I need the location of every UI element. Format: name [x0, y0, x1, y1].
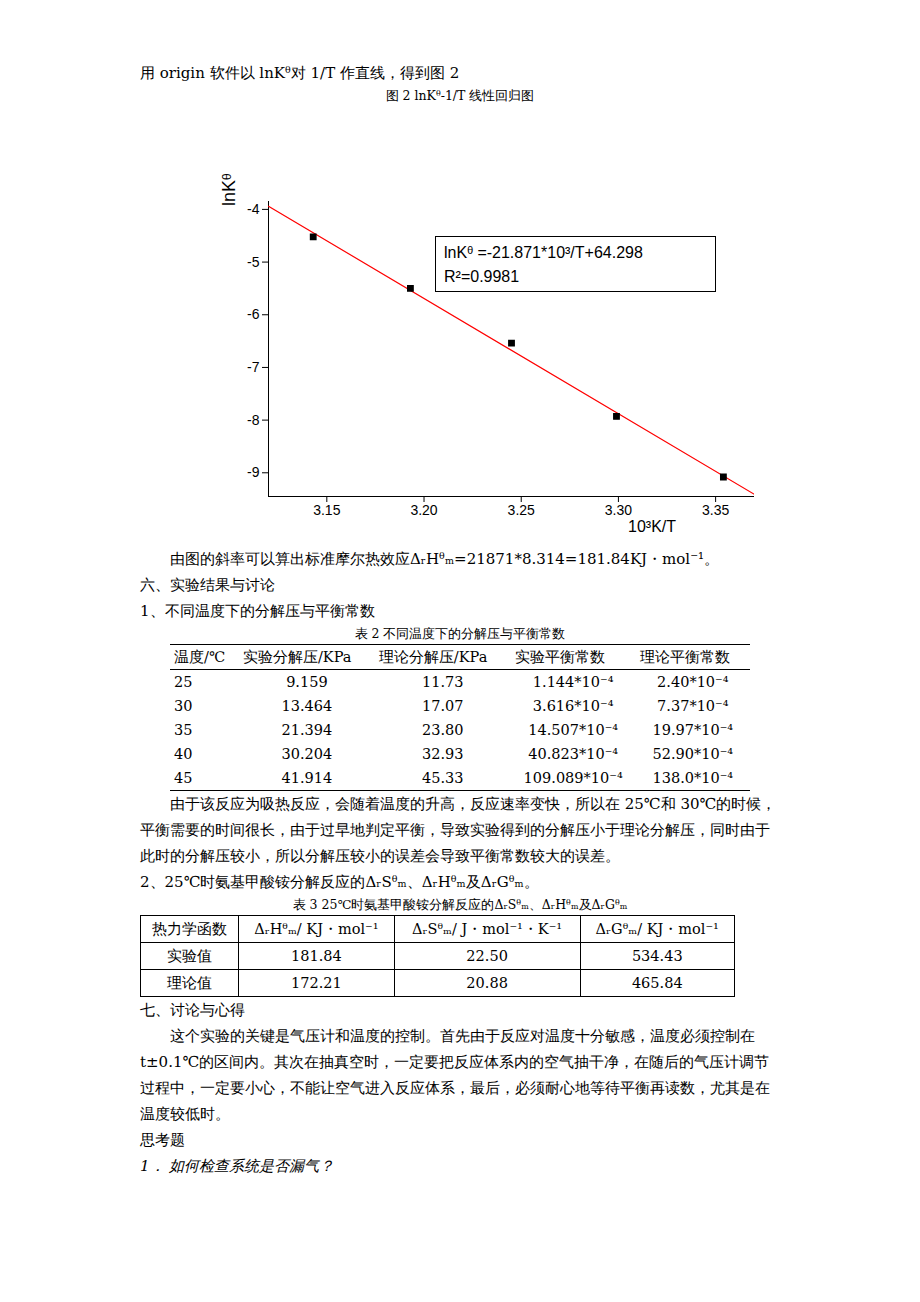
html-text:35: 35	[174, 722, 193, 738]
html-text:1、不同温度下的分解压与平衡常数: 1、不同温度下的分解压与平衡常数	[140, 602, 375, 620]
html-text:45: 45	[174, 770, 193, 786]
html-text:实验值: 实验值	[167, 948, 212, 964]
html-text:实验分解压/KPa: 实验分解压/KPa	[243, 649, 352, 665]
svg-text:3.25: 3.25	[508, 502, 535, 518]
html-text:40: 40	[174, 746, 193, 762]
html-text:由于该反应为吸热反应，会随着温度的升高，反应速率变快，所以在: 由于该反应为吸热反应，会随着温度的升高，反应速率变快，所以在 25℃和 30℃的…	[140, 795, 777, 865]
svg-text:-5: -5	[247, 254, 260, 270]
html-text:17.07: 17.07	[422, 698, 464, 714]
html-text:图 2 lnKᶿ-1/T 线性回归图: 图 2 lnKᶿ-1/T 线性回归图	[385, 88, 535, 103]
html-text:3.616*10⁻⁴: 3.616*10⁻⁴	[532, 698, 614, 714]
html-text:14.507*10⁻⁴: 14.507*10⁻⁴	[528, 722, 619, 738]
html-text:181.84: 181.84	[291, 948, 342, 964]
html-text:用 origin 软件以 lnKᶿ对 1/T 作直线，得到图: 用 origin 软件以 lnKᶿ对 1/T 作直线，得到图 2	[140, 64, 460, 82]
html-text:23.80: 23.80	[422, 722, 464, 738]
html-text:理论平衡常数: 理论平衡常数	[639, 649, 730, 665]
html-text:30: 30	[174, 698, 193, 714]
svg-text:3.35: 3.35	[702, 502, 729, 518]
html-text:138.0*10⁻⁴: 138.0*10⁻⁴	[652, 770, 734, 786]
html-text:109.089*10⁻⁴: 109.089*10⁻⁴	[523, 770, 623, 786]
html-text:六、实验结果与讨论: 六、实验结果与讨论	[140, 576, 275, 594]
html-text:32.93: 32.93	[422, 746, 464, 762]
html-text:2.40*10⁻⁴: 2.40*10⁻⁴	[657, 674, 729, 690]
svg-text:-4: -4	[247, 201, 260, 217]
html-text:R²=0.9981: R²=0.9981	[444, 268, 520, 285]
html-text:1． 如何检查系统是否漏气？: 1． 如何检查系统是否漏气？	[140, 1157, 335, 1175]
html-text:实验平衡常数: 实验平衡常数	[514, 649, 605, 665]
html-text:11.73: 11.73	[422, 674, 464, 690]
html-text:30.204: 30.204	[281, 746, 333, 762]
html-text:45.33: 45.33	[422, 770, 464, 786]
html-text:25: 25	[174, 674, 193, 690]
html-text:22.50: 22.50	[466, 948, 508, 964]
html-text:这个实验的关键是气压计和温度的控制。首先由于反应对温度十分敏: 这个实验的关键是气压计和温度的控制。首先由于反应对温度十分敏感，温度必须控制在 …	[140, 1027, 770, 1123]
svg-text:3.30: 3.30	[605, 502, 632, 518]
html-text:由图的斜率可以算出标准摩尔热效应ΔᵣHᶿₘ=21871*8.: 由图的斜率可以算出标准摩尔热效应ΔᵣHᶿₘ=21871*8.314=181.84…	[170, 550, 720, 568]
svg-text:-9: -9	[247, 464, 260, 480]
html-text:理论分解压/KPa: 理论分解压/KPa	[378, 649, 488, 665]
html-text:40.823*10⁻⁴: 40.823*10⁻⁴	[528, 746, 619, 762]
html-text:21.394: 21.394	[281, 722, 333, 738]
html-text:ΔᵣGᶿₘ/ KJ・mol⁻¹: ΔᵣGᶿₘ/ KJ・mol⁻¹	[595, 921, 719, 937]
html-text:七、讨论与心得: 七、讨论与心得	[140, 1001, 245, 1019]
svg-text:3.15: 3.15	[313, 502, 340, 518]
html-text:1.144*10⁻⁴: 1.144*10⁻⁴	[532, 674, 614, 690]
html-text:41.914: 41.914	[281, 770, 333, 786]
svg-text:3.20: 3.20	[410, 502, 437, 518]
html-text:465.84: 465.84	[631, 975, 683, 991]
html-text:13.464: 13.464	[281, 698, 333, 714]
html-text:10³K/T: 10³K/T	[628, 518, 676, 535]
html-text:534.43: 534.43	[631, 948, 683, 964]
svg-text:-7: -7	[247, 359, 260, 375]
html-text:热力学函数: 热力学函数	[152, 921, 227, 937]
html-text:温度/℃: 温度/℃	[174, 649, 226, 665]
html-text:思考题: 思考题	[140, 1131, 185, 1149]
html-text:9.159: 9.159	[286, 674, 328, 690]
html-text:表 3 25℃时氨基甲酸铵分解反应的ΔᵣSᶿₘ、ΔᵣHᶿₘ及: 表 3 25℃时氨基甲酸铵分解反应的ΔᵣSᶿₘ、ΔᵣHᶿₘ及ΔᵣGᶿₘ	[292, 897, 628, 912]
html-text:19.97*10⁻⁴: 19.97*10⁻⁴	[652, 722, 734, 738]
html-text:lnKᶿ: lnKᶿ	[219, 173, 239, 206]
svg-text:-6: -6	[247, 306, 260, 322]
html-text:172.21: 172.21	[291, 975, 342, 991]
html-text:2、25℃时氨基甲酸铵分解反应的ΔᵣSᶿₘ、ΔᵣHᶿₘ及Δᵣ: 2、25℃时氨基甲酸铵分解反应的ΔᵣSᶿₘ、ΔᵣHᶿₘ及ΔᵣGᶿₘ。	[140, 873, 539, 891]
html-text:理论值: 理论值	[167, 975, 212, 991]
html-text:52.90*10⁻⁴: 52.90*10⁻⁴	[652, 746, 734, 762]
html-text:7.37*10⁻⁴: 7.37*10⁻⁴	[657, 698, 729, 714]
html-text:20.88: 20.88	[466, 975, 508, 991]
html-text:ΔᵣSᶿₘ/ J・mol⁻¹・K⁻¹: ΔᵣSᶿₘ/ J・mol⁻¹・K⁻¹	[412, 921, 563, 937]
svg-text:-8: -8	[247, 412, 260, 428]
html-text:表 2 不同温度下的分解压与平衡常数: 表 2 不同温度下的分解压与平衡常数	[354, 626, 566, 641]
html-text:lnKᶿ =-21.871*10³/T+64.298: lnKᶿ =-21.871*10³/T+64.298	[444, 244, 643, 261]
html-text:ΔᵣHᶿₘ/ KJ・mol⁻¹: ΔᵣHᶿₘ/ KJ・mol⁻¹	[254, 921, 379, 937]
